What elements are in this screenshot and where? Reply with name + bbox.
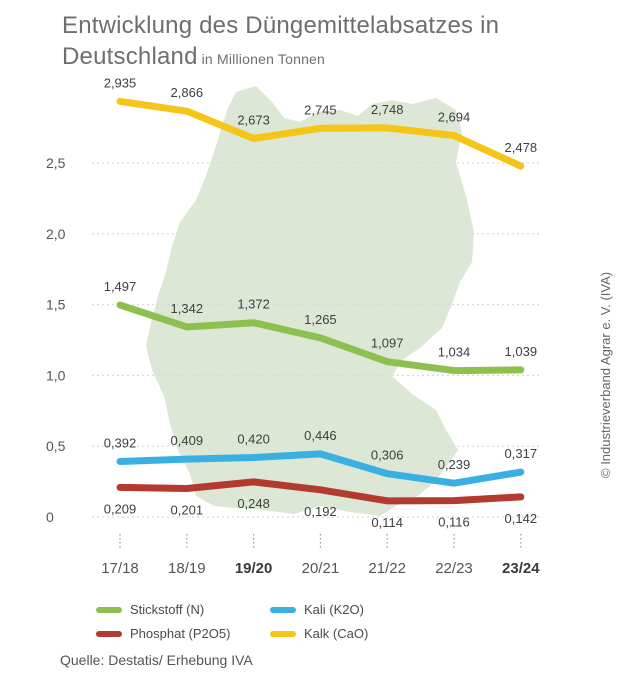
legend-swatch-phosphat — [96, 630, 122, 637]
data-label: 0,317 — [505, 446, 538, 461]
legend-item-kali: Kali (K2O) — [270, 602, 364, 617]
y-tick-label: 0 — [46, 509, 54, 525]
data-label: 2,478 — [505, 140, 538, 155]
data-label: 1,497 — [104, 279, 137, 294]
legend-label-stickstoff: Stickstoff (N) — [130, 602, 205, 617]
chart-title: Entwicklung des Düngemittelabsatzes in D… — [62, 10, 582, 75]
data-label: 1,039 — [505, 344, 538, 359]
legend-item-kalk: Kalk (CaO) — [270, 626, 368, 641]
data-label: 0,306 — [371, 448, 404, 463]
data-label: 0,209 — [104, 501, 137, 516]
legend-label-kalk: Kalk (CaO) — [304, 626, 369, 641]
x-tick-label: 20/21 — [302, 560, 340, 577]
data-label: 2,745 — [304, 102, 337, 117]
series-line — [116, 450, 525, 487]
data-label: 0,420 — [237, 432, 270, 447]
data-label: 2,694 — [438, 110, 471, 125]
data-label: 2,866 — [171, 85, 204, 100]
series-line — [116, 301, 525, 375]
data-label: 2,673 — [237, 113, 270, 128]
data-label: 0,142 — [505, 511, 538, 526]
data-label: 0,392 — [104, 435, 137, 450]
legend-item-phosphat: Phosphat (P2O5) — [96, 626, 230, 641]
x-tick-label: 19/20 — [235, 560, 273, 577]
data-label: 0,446 — [304, 428, 337, 443]
legend: Stickstoff (N) Kali (K2O) Phosphat (P2O5… — [96, 600, 456, 648]
legend-swatch-kali — [270, 606, 296, 613]
data-label: 2,935 — [104, 75, 137, 90]
data-label: 1,265 — [304, 312, 337, 327]
y-tick-label: 1,0 — [46, 367, 66, 383]
data-label: 1,034 — [438, 345, 471, 360]
legend-swatch-kalk — [270, 630, 296, 637]
x-tick-label: 21/22 — [368, 560, 406, 577]
y-tick-label: 1,5 — [46, 297, 66, 313]
x-tick-label: 23/24 — [502, 560, 540, 577]
data-label: 1,342 — [171, 301, 204, 316]
germany-map-shape — [146, 86, 474, 516]
unit-label: in Millionen Tonnen — [201, 51, 326, 67]
data-label: 0,248 — [237, 496, 270, 511]
series-line — [116, 478, 525, 505]
data-label: 1,372 — [237, 297, 270, 312]
series-line — [116, 97, 525, 170]
x-tick-label: 22/23 — [435, 560, 473, 577]
data-label: 0,192 — [304, 504, 337, 519]
legend-item-stickstoff: Stickstoff (N) — [96, 602, 204, 617]
legend-swatch-stickstoff — [96, 606, 122, 613]
data-label: 0,239 — [438, 457, 471, 472]
x-tick-label: 17/18 — [101, 560, 139, 577]
y-tick-label: 2,5 — [46, 155, 66, 171]
y-tick-label: 0,5 — [46, 438, 66, 454]
x-tick-label: 18/19 — [168, 560, 206, 577]
data-label: 0,114 — [371, 515, 403, 530]
chart-title-text: Entwicklung des Düngemittelabsatzes in D… — [62, 12, 500, 70]
data-label: 2,748 — [371, 102, 404, 117]
legend-label-phosphat: Phosphat (P2O5) — [130, 626, 231, 641]
data-label: 0,201 — [171, 503, 204, 518]
y-tick-label: 2,0 — [46, 226, 66, 242]
data-label: 0,409 — [171, 433, 204, 448]
data-label: 1,097 — [371, 336, 404, 351]
source-note: Quelle: Destatis/ Erhebung IVA — [60, 652, 253, 668]
legend-label-kali: Kali (K2O) — [304, 602, 364, 617]
copyright-note: © Industrieverband Agrar e. V. (IVA) — [598, 271, 613, 478]
chart-svg: 0 0,5 1,0 1,5 2,0 2,5 17/18 18/19 19/20 20/21 21/2… — [46, 75, 540, 577]
data-label: 0,116 — [438, 515, 470, 530]
